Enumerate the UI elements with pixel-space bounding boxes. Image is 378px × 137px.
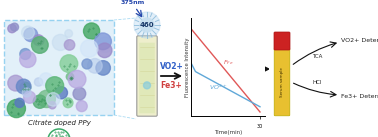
Circle shape xyxy=(39,73,53,86)
Circle shape xyxy=(23,91,36,103)
Circle shape xyxy=(84,23,100,39)
Text: HCl: HCl xyxy=(312,81,322,85)
Circle shape xyxy=(97,43,112,58)
Text: 460: 460 xyxy=(140,22,154,28)
Circle shape xyxy=(11,23,19,31)
Circle shape xyxy=(73,87,86,100)
Circle shape xyxy=(63,98,73,108)
Circle shape xyxy=(46,93,60,106)
Text: Fe3+: Fe3+ xyxy=(161,81,182,90)
Text: $F_{Fe}$: $F_{Fe}$ xyxy=(223,58,234,67)
Circle shape xyxy=(16,79,31,94)
Text: TCA: TCA xyxy=(312,55,322,59)
Circle shape xyxy=(33,35,44,46)
Text: VO2+: VO2+ xyxy=(160,62,183,71)
Circle shape xyxy=(81,40,98,57)
Circle shape xyxy=(96,61,110,75)
Circle shape xyxy=(33,95,46,108)
FancyBboxPatch shape xyxy=(4,20,114,115)
Circle shape xyxy=(60,55,78,72)
FancyBboxPatch shape xyxy=(139,43,155,113)
Circle shape xyxy=(97,37,113,52)
FancyBboxPatch shape xyxy=(274,32,290,50)
Circle shape xyxy=(34,78,43,86)
Circle shape xyxy=(31,37,48,53)
Circle shape xyxy=(53,34,68,50)
Circle shape xyxy=(20,82,31,93)
FancyBboxPatch shape xyxy=(137,36,157,116)
Circle shape xyxy=(94,33,112,50)
Text: 375nm: 375nm xyxy=(121,0,145,5)
Circle shape xyxy=(134,12,160,38)
Circle shape xyxy=(8,75,23,91)
Circle shape xyxy=(24,28,38,42)
Circle shape xyxy=(46,77,64,95)
Text: $VO^{2+}$: $VO^{2+}$ xyxy=(209,82,228,92)
Text: Fe3+ Determination: Fe3+ Determination xyxy=(341,95,378,99)
X-axis label: Time(min): Time(min) xyxy=(214,130,242,135)
Circle shape xyxy=(8,24,16,33)
Text: Citrate doped PPy: Citrate doped PPy xyxy=(28,120,90,126)
Circle shape xyxy=(66,73,74,80)
Circle shape xyxy=(15,98,24,107)
Circle shape xyxy=(38,90,56,108)
Y-axis label: Fluorescence Intensity: Fluorescence Intensity xyxy=(184,37,189,97)
Text: Serum sample: Serum sample xyxy=(280,67,284,97)
Circle shape xyxy=(20,51,36,68)
Circle shape xyxy=(76,101,87,112)
Circle shape xyxy=(64,40,75,50)
FancyBboxPatch shape xyxy=(274,48,290,116)
Circle shape xyxy=(22,88,31,97)
Circle shape xyxy=(65,30,73,37)
Text: VO2+ Determination: VO2+ Determination xyxy=(341,38,378,42)
Circle shape xyxy=(68,70,86,88)
Circle shape xyxy=(49,102,56,109)
Circle shape xyxy=(20,48,31,59)
Circle shape xyxy=(82,59,92,69)
Circle shape xyxy=(7,99,25,118)
Circle shape xyxy=(144,82,150,89)
Circle shape xyxy=(22,26,34,39)
Circle shape xyxy=(55,87,68,99)
Circle shape xyxy=(140,18,154,32)
Circle shape xyxy=(88,58,102,73)
